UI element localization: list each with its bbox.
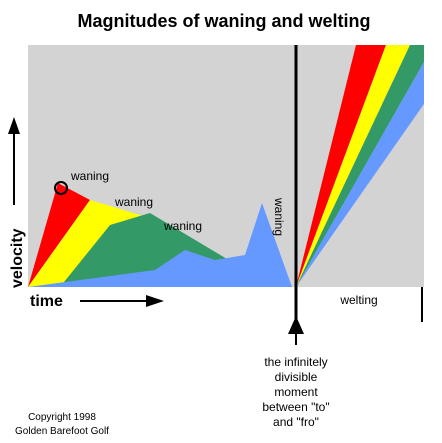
annotation: waning	[163, 219, 202, 233]
x-axis-label: time	[30, 293, 63, 310]
moment-arrowhead	[288, 316, 304, 334]
red-layer	[28, 183, 90, 287]
green-fan	[296, 45, 424, 287]
blue-fan	[296, 62, 424, 287]
moment-label: the infinitely divisible moment between …	[262, 355, 329, 429]
copyright: Golden Barefoot Golf	[15, 426, 109, 437]
peak-annotation: waning	[272, 197, 286, 236]
y-axis-label: velocity	[9, 228, 26, 288]
annotation: waning	[114, 195, 153, 209]
moment-line-text: moment	[274, 385, 318, 399]
x-axis-arrowhead	[146, 295, 164, 307]
moment-line-text: between "to"	[262, 400, 329, 414]
y-axis-arrowhead	[8, 117, 20, 134]
region-label: welting	[339, 293, 377, 307]
peak-marker	[54, 181, 68, 195]
title: Magnitudes of waning and welting	[78, 11, 371, 31]
copyright: Copyright 1998	[28, 412, 96, 423]
blue-layer	[28, 203, 292, 287]
moment-line-text: divisible	[275, 370, 318, 384]
moment-line-text: and "fro"	[273, 415, 319, 429]
annotation: waning	[70, 169, 109, 183]
moment-line-text: the infinitely	[264, 355, 327, 369]
